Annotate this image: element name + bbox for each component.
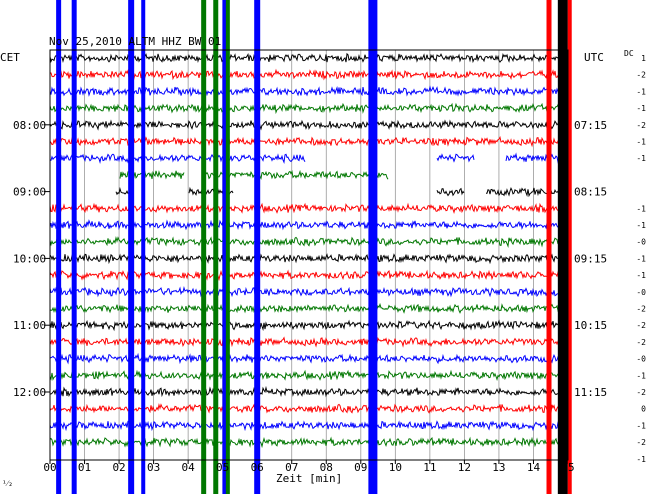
trace-line xyxy=(49,202,569,214)
trace-line xyxy=(49,319,569,332)
event-band xyxy=(141,0,146,494)
vertical-bands xyxy=(56,0,572,494)
x-tick-label: 09 xyxy=(354,461,367,474)
left-hour-label: 10:00 xyxy=(13,252,46,265)
dc-offset-label: -2 xyxy=(636,71,646,80)
event-band xyxy=(222,0,227,494)
event-band xyxy=(201,0,207,494)
dc-offset-label: -1 xyxy=(636,138,646,147)
right-hour-label: 08:15 xyxy=(574,186,607,199)
dc-offset-label: -1 xyxy=(636,371,646,380)
dc-label: DC xyxy=(624,49,634,58)
trace-line xyxy=(49,102,569,115)
dc-offset-label: -1 xyxy=(636,254,646,263)
dc-offset-label: -2 xyxy=(636,121,646,130)
trace-line xyxy=(49,152,569,165)
footnote: ¹⁄₂ xyxy=(2,479,13,488)
trace-line xyxy=(49,369,569,381)
event-band xyxy=(128,0,135,494)
x-tick-label: 05 xyxy=(216,461,229,474)
trace-line xyxy=(49,52,569,64)
right-hour-label: 09:15 xyxy=(574,252,607,265)
event-band xyxy=(254,0,261,494)
x-tick-label: 07 xyxy=(285,461,298,474)
trace-line xyxy=(49,420,569,432)
trace-line xyxy=(49,352,569,365)
trace-line xyxy=(115,186,569,198)
x-tick-label: 13 xyxy=(492,461,505,474)
event-band xyxy=(567,0,572,494)
right-hour-label: 11:15 xyxy=(574,386,607,399)
dc-offset-label: -1 xyxy=(636,221,646,230)
x-tick-label: 04 xyxy=(182,461,196,474)
left-hour-label: 09:00 xyxy=(13,186,46,199)
x-axis-label: Zeit [min] xyxy=(276,472,342,485)
dc-offset-label: -1 xyxy=(636,455,646,464)
x-tick-label: 03 xyxy=(147,461,160,474)
tick-labels: 00 01 02 03 04 05 06 07 08 09 10 11 12 13 14 1508:0009:… xyxy=(13,54,646,474)
right-hour-label: 10:15 xyxy=(574,319,607,332)
trace-line xyxy=(49,436,569,449)
event-band xyxy=(56,0,62,494)
x-tick-label: 02 xyxy=(112,461,125,474)
x-tick-label: 15 xyxy=(561,461,574,474)
event-band xyxy=(71,0,77,494)
trace-line xyxy=(49,85,569,97)
trace-line xyxy=(49,385,569,398)
trace-line xyxy=(49,336,569,348)
right-hour-label: 07:15 xyxy=(574,119,607,132)
trace-line xyxy=(49,252,569,265)
event-band xyxy=(368,0,378,494)
dc-offset-label: -2 xyxy=(636,305,646,314)
dc-offset-label: -0 xyxy=(636,288,646,297)
x-tick-label: 10 xyxy=(389,461,402,474)
trace-line xyxy=(49,235,569,248)
x-tick-label: 11 xyxy=(423,461,436,474)
dc-offset-label: -1 xyxy=(636,204,646,213)
trace-line xyxy=(49,119,569,131)
event-band xyxy=(557,0,568,494)
x-tick-label: 00 xyxy=(43,461,56,474)
event-band xyxy=(225,0,230,494)
left-hour-label: 12:00 xyxy=(13,386,46,399)
traces xyxy=(49,52,569,449)
x-tick-label: 08 xyxy=(320,461,333,474)
dc-offset-label: -0 xyxy=(636,238,646,247)
dc-offset-label: -1 xyxy=(636,87,646,96)
dc-offset-label: -1 xyxy=(636,154,646,163)
trace-line xyxy=(49,286,569,298)
dc-offset-label: -1 xyxy=(636,271,646,280)
trace-line xyxy=(49,68,569,81)
x-tick-label: 12 xyxy=(458,461,471,474)
chart-title: Nov 25,2010 ALTM HHZ BW 01 xyxy=(49,35,221,48)
dc-offset-label: -2 xyxy=(636,388,646,397)
trace-line xyxy=(49,218,568,231)
plot-frame xyxy=(49,49,569,461)
trace-line xyxy=(49,302,569,314)
event-band xyxy=(213,0,219,494)
dc-offset-label: -1 xyxy=(636,104,646,113)
event-band xyxy=(546,0,552,494)
dc-offset-label: -2 xyxy=(636,321,646,330)
dc-offset-label: 1 xyxy=(641,54,646,63)
trace-line xyxy=(49,136,569,148)
dc-offset-label: -1 xyxy=(636,421,646,430)
x-tick-label: 01 xyxy=(78,461,91,474)
trace-line xyxy=(49,269,569,282)
dc-offset-label: -0 xyxy=(636,355,646,364)
left-hour-label: 11:00 xyxy=(13,319,46,332)
x-tick-label: 06 xyxy=(251,461,264,474)
trace-line xyxy=(49,402,569,415)
left-hour-label: 08:00 xyxy=(13,119,46,132)
right-axis-label: UTC xyxy=(584,51,604,64)
x-tick-label: 14 xyxy=(527,461,541,474)
left-axis-label: CET xyxy=(0,51,20,64)
plot-border xyxy=(49,49,569,461)
dc-offset-label: -2 xyxy=(636,438,646,447)
dc-offset-label: -2 xyxy=(636,338,646,347)
dc-offset-label: 0 xyxy=(641,405,646,414)
